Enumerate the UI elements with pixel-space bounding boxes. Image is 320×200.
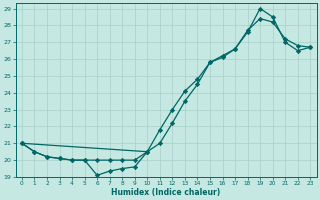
X-axis label: Humidex (Indice chaleur): Humidex (Indice chaleur)	[111, 188, 221, 197]
